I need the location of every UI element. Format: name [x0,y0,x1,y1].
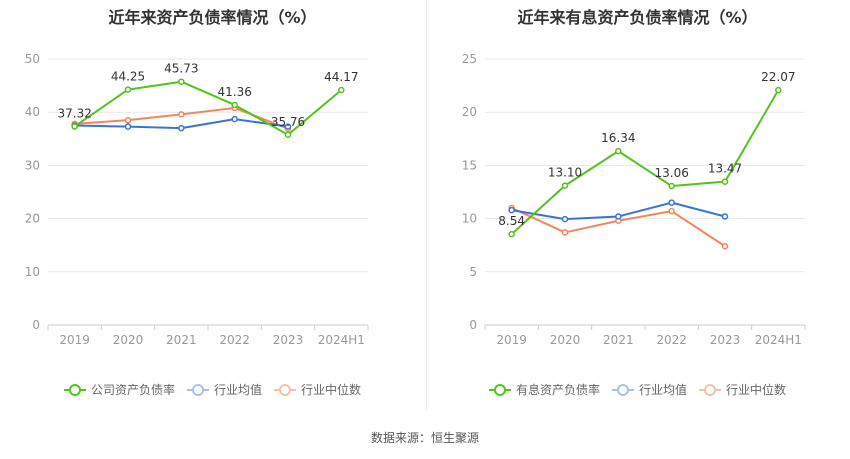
x-tick-label: 2019 [496,333,527,347]
legend-item-industry-mean[interactable]: 行业均值 [186,381,262,398]
data-point [561,229,569,236]
data-point [178,111,185,118]
data-label: 13.47 [708,162,742,176]
data-point [508,230,515,238]
data-point [615,147,622,155]
chart-panel-debt-ratio: 近年来资产负债率情况（%） 0 10 20 30 40 50 2019 2020 2021 202… [0,0,425,410]
data-label: 35.76 [271,115,305,129]
y-tick-label: 20 [462,105,477,119]
x-tick-label: 2023 [710,333,741,347]
legend-line-marker-icon [186,383,209,396]
x-tick-label: 2022 [219,333,250,347]
legend-label: 有息资产负债率 [515,383,600,397]
y-tick-label: 0 [32,318,40,332]
series-line [74,80,342,136]
x-tick-label: 2020 [113,333,144,347]
x-tick-label: 2024H1 [755,333,802,347]
y-tick-label: 50 [25,52,40,66]
x-tick-label: 2019 [59,333,90,347]
legend-line-marker-icon [611,383,634,396]
line-chart-debt-ratio: 0 10 20 30 40 50 2019 2020 2021 2022 2023 2024H1 37.… [25,52,369,347]
y-tick-label: 25 [462,52,477,66]
y-tick-label: 0 [469,318,477,332]
y-tick-label: 10 [462,212,477,226]
legend-label: 行业均值 [213,383,262,397]
legend-item-company[interactable]: 有息资产负债率 [488,381,600,398]
y-tick-label: 10 [25,265,40,279]
data-point [775,86,782,94]
legend-line-marker-icon [699,383,721,396]
y-tick-label: 30 [25,158,40,172]
data-point [178,124,185,132]
data-point [178,78,185,85]
y-tick-label: 5 [469,265,477,279]
data-label: 45.73 [164,62,198,76]
panel-divider [426,0,427,410]
x-tick-label: 2022 [656,333,687,347]
chart-legend: 公司资产负债率 行业均值 行业中位数 [0,381,425,398]
series-line [510,89,780,235]
legend-line-marker-icon [488,383,511,396]
x-tick-label: 2020 [550,333,581,347]
line-chart-interest-debt-ratio: 0 5 10 15 20 25 2019 2020 2021 2022 2023 2024H1 8.54… [462,52,806,347]
data-label: 8.54 [498,214,525,228]
legend-item-industry-median[interactable]: 行业中位数 [699,381,786,398]
data-point [668,207,675,215]
data-point [284,123,292,130]
legend-item-industry-median[interactable]: 行业中位数 [274,381,361,398]
legend-label: 公司资产负债率 [90,383,175,397]
data-point [721,178,729,185]
x-tick-label: 2021 [603,333,634,347]
y-tick-label: 20 [25,212,40,226]
legend-label: 行业均值 [638,383,687,397]
data-point [508,206,515,214]
y-tick-label: 40 [25,105,40,119]
data-point [231,101,238,109]
data-point [338,86,345,94]
data-point [284,131,292,139]
data-point [721,213,729,220]
data-label: 44.25 [111,70,145,84]
chart-title: 近年来资产负债率情况（%） [108,8,317,27]
data-point [124,116,132,124]
data-point [71,123,78,130]
data-label: 13.10 [548,166,582,180]
data-point [668,199,675,206]
legend-label: 行业中位数 [726,383,787,397]
data-point [668,182,675,190]
data-label: 41.36 [217,85,251,99]
x-tick-label: 2024H1 [318,333,365,347]
data-point [615,213,622,220]
x-tick-label: 2021 [166,333,197,347]
legend-line-marker-icon [274,383,296,396]
data-label: 44.17 [324,70,358,84]
data-label: 16.34 [601,131,635,145]
data-point [231,115,238,123]
data-source-note: 数据来源：恒生聚源 [370,431,479,445]
chart-title: 近年来有息资产负债率情况（%） [517,8,758,27]
legend-line-marker-icon [63,383,86,396]
data-point [721,243,729,250]
chart-legend: 有息资产负债率 行业均值 行业中位数 [425,381,850,398]
data-point [124,123,132,130]
legend-item-industry-mean[interactable]: 行业均值 [611,381,687,398]
data-label: 22.07 [761,70,795,84]
x-tick-label: 2023 [273,333,304,347]
chart-panel-interest-debt-ratio: 近年来有息资产负债率情况（%） 0 5 10 15 20 25 2019 2020 2021 20… [425,0,850,410]
legend-item-company[interactable]: 公司资产负债率 [63,381,175,398]
legend-label: 行业中位数 [301,383,362,397]
data-point [561,215,569,223]
y-tick-label: 15 [462,158,477,172]
data-label: 37.32 [57,106,91,120]
data-point [561,182,569,189]
data-label: 13.06 [654,166,688,180]
data-point [124,86,132,93]
